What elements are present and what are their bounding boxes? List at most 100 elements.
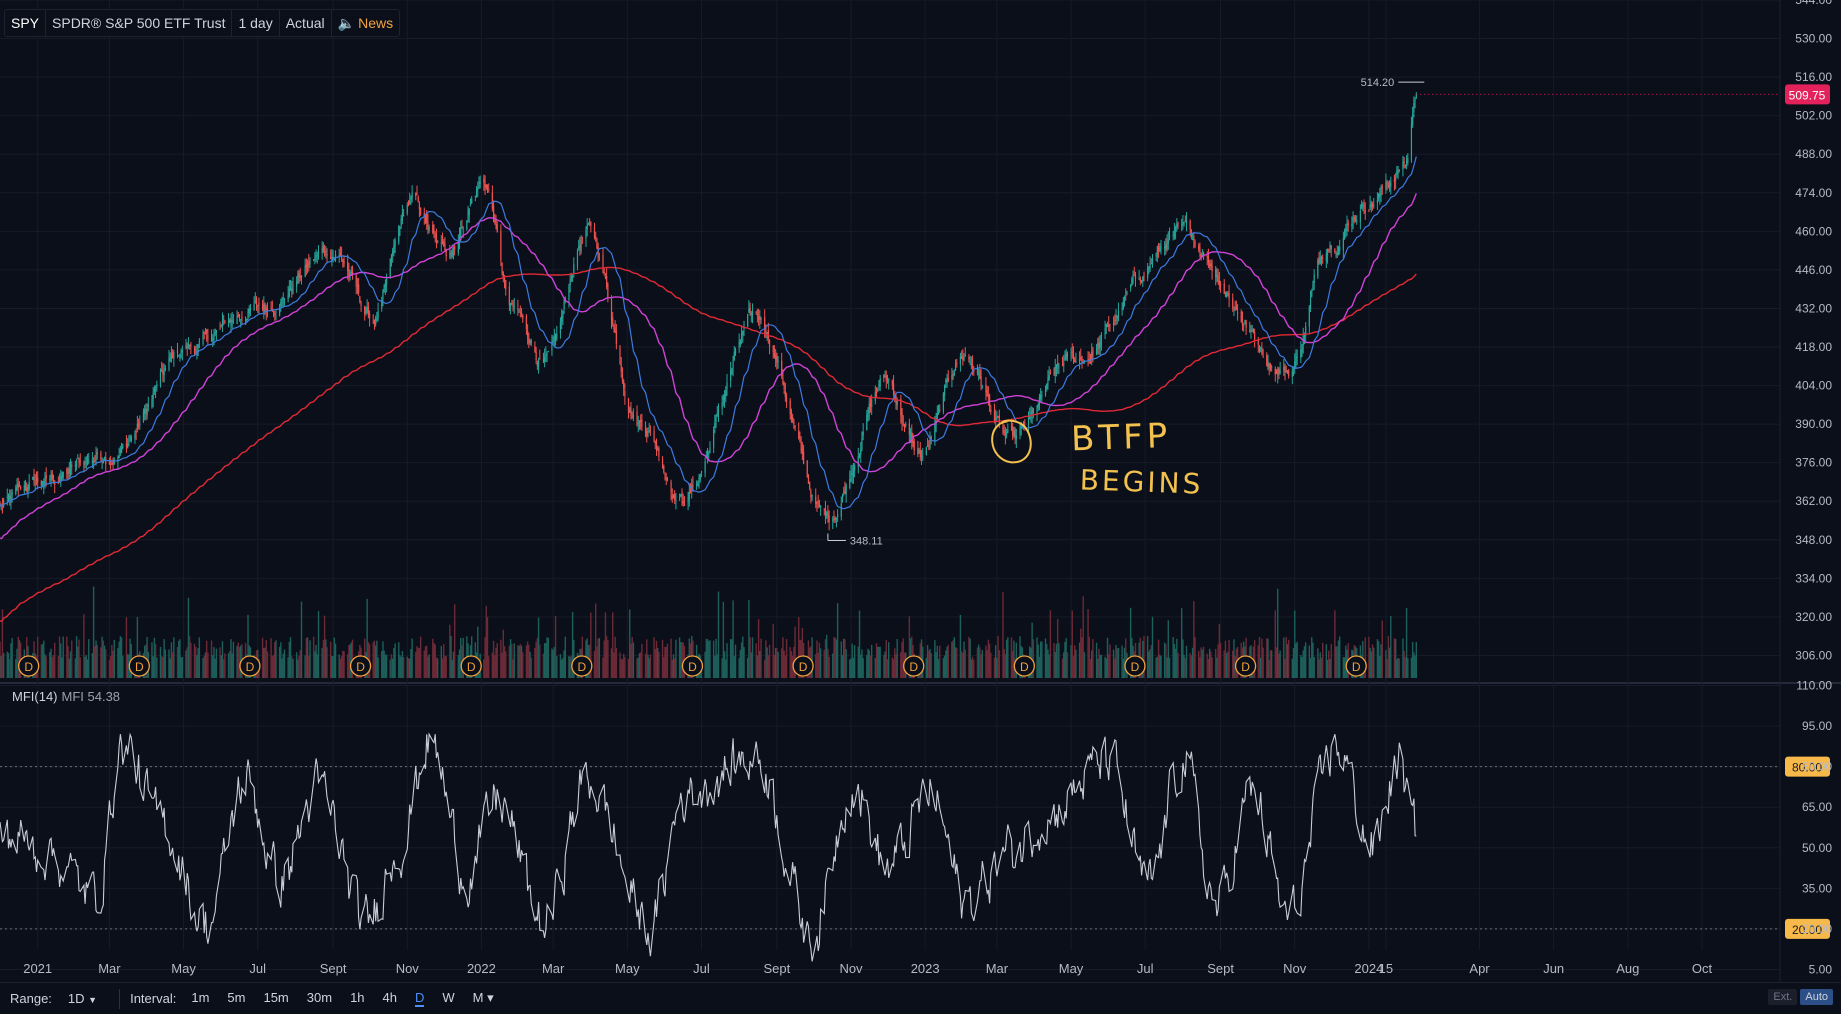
candle-body: [1339, 247, 1341, 251]
volume-bar: [274, 642, 276, 678]
candle-body: [189, 344, 191, 346]
volume-bar: [908, 616, 911, 678]
candle-body: [393, 245, 395, 253]
volume-bar: [221, 641, 224, 678]
volume-bar: [366, 598, 368, 678]
range-select[interactable]: 1D ▼: [68, 991, 97, 1006]
candle-body: [1267, 361, 1269, 369]
candle-body: [360, 303, 362, 306]
dividend-label: D: [24, 660, 33, 674]
auto-scale-toggle[interactable]: Auto: [1800, 989, 1833, 1005]
volume-bar: [1393, 638, 1396, 678]
volume-bar: [1091, 650, 1093, 678]
volume-bar: [843, 638, 845, 678]
news-button[interactable]: 🔈 News: [332, 10, 399, 36]
interval-button-15m[interactable]: 15m: [263, 990, 289, 1005]
volume-bar: [348, 645, 350, 678]
candle-body: [1209, 263, 1211, 267]
interval-button-4h[interactable]: 4h: [382, 990, 397, 1005]
candle-body: [9, 495, 11, 500]
candle-body: [488, 189, 490, 191]
interval-button-m[interactable]: M ▾: [472, 990, 494, 1005]
volume-bar: [1065, 638, 1067, 678]
interval-button-w[interactable]: W: [442, 990, 455, 1005]
candle-body: [300, 275, 303, 279]
interval-button-5m[interactable]: 5m: [227, 990, 246, 1005]
volume-bar: [1210, 651, 1212, 678]
candle-body: [1104, 327, 1106, 335]
candle-body: [407, 203, 410, 206]
volume-bar: [956, 647, 958, 678]
volume-bar: [1268, 659, 1270, 678]
candle-body: [220, 325, 222, 327]
candle-body: [495, 219, 497, 227]
candle-body: [699, 474, 701, 480]
candle-body: [954, 365, 957, 371]
candle-body: [1415, 94, 1417, 98]
candle-body: [917, 448, 919, 455]
volume-bar: [160, 656, 163, 678]
candle-body: [522, 315, 524, 319]
candle-body: [1192, 239, 1194, 241]
candle-body: [619, 346, 621, 365]
extended-hours-toggle[interactable]: Ext.: [1768, 989, 1798, 1005]
interval-button-1m[interactable]: 1m: [191, 990, 210, 1005]
candle-body: [159, 372, 162, 387]
candle-body: [655, 442, 658, 450]
candle-body: [973, 369, 975, 372]
candle-body: [1371, 204, 1374, 207]
symbol-ticker[interactable]: SPY: [5, 10, 47, 36]
candle-body: [1108, 324, 1110, 327]
volume-bar: [665, 646, 667, 678]
volume-bar: [1371, 644, 1374, 678]
interval-button-30m[interactable]: 30m: [306, 990, 333, 1005]
volume-bar: [156, 657, 158, 678]
candle-body: [665, 477, 667, 479]
volume-bar: [1005, 639, 1008, 678]
candle-body: [66, 469, 68, 474]
volume-bar: [1339, 636, 1341, 678]
candle-body: [806, 460, 808, 477]
volume-bar: [722, 601, 725, 678]
volume-bar: [1048, 654, 1050, 678]
volume-bar: [644, 653, 647, 678]
volume-bar: [894, 648, 896, 678]
candle-body: [1071, 351, 1073, 353]
candle-body: [1291, 371, 1293, 378]
candle-body: [282, 297, 284, 300]
volume-bar: [714, 655, 716, 678]
interval-button-d[interactable]: D: [415, 990, 425, 1007]
candle-body: [713, 429, 715, 448]
interval-badge[interactable]: 1 day: [232, 10, 280, 36]
volume-bar: [1208, 648, 1211, 678]
candle-body: [477, 188, 479, 190]
candle-body: [1055, 365, 1058, 369]
candle-body: [1227, 293, 1229, 295]
candle-body: [722, 396, 724, 401]
adjustment-badge[interactable]: Actual: [280, 10, 332, 36]
volume-bar: [1253, 640, 1256, 678]
candle-body: [614, 328, 616, 333]
candle-body: [368, 313, 371, 318]
volume-bar: [10, 643, 12, 678]
volume-bar: [402, 657, 405, 678]
candle-body: [1407, 157, 1409, 164]
candle-body: [670, 481, 672, 493]
candle-body: [202, 334, 204, 344]
price-tick-label: 376.00: [1795, 456, 1832, 470]
volume-bar: [179, 639, 181, 678]
mfi-tick-label: 80.00: [1802, 760, 1832, 774]
candle-body: [573, 264, 575, 274]
volume-bar: [317, 610, 320, 678]
candle-body: [562, 311, 564, 319]
candle-body: [563, 301, 565, 310]
candle-body: [315, 255, 317, 258]
volume-bar: [1193, 601, 1195, 678]
volume-bar: [1215, 648, 1217, 678]
volume-bar: [841, 655, 844, 678]
candle-body: [113, 459, 115, 465]
interval-button-1h[interactable]: 1h: [350, 990, 365, 1005]
candle-body: [1353, 217, 1355, 220]
volume-bar: [272, 654, 275, 678]
